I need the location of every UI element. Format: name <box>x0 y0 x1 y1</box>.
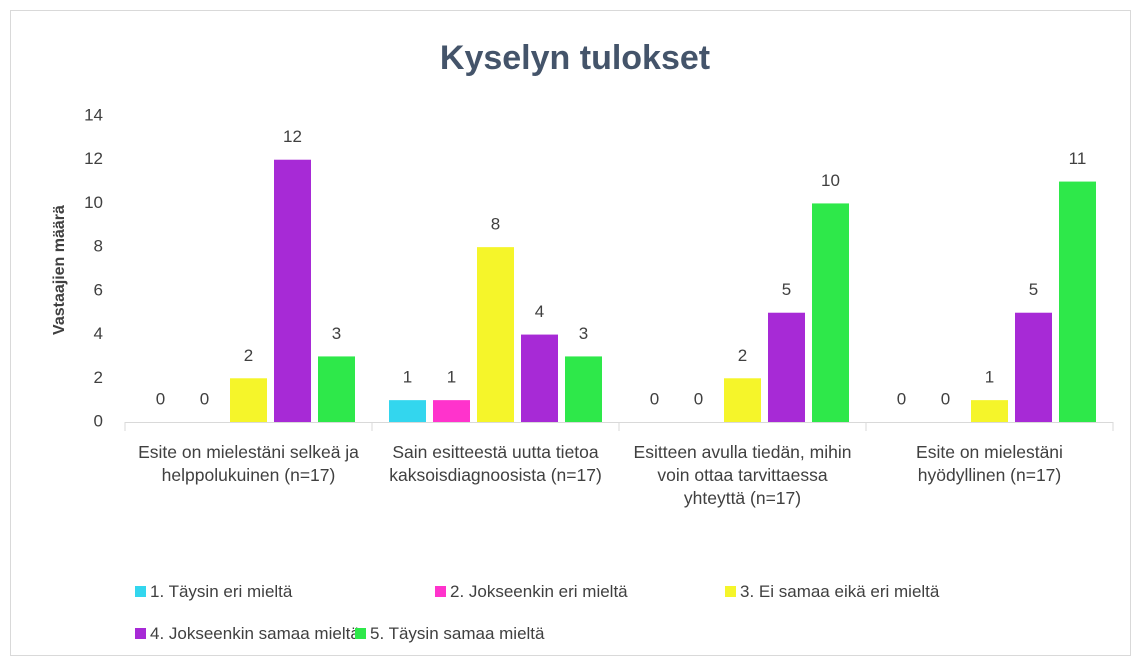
legend-item: 4. Jokseenkin samaa mieltä <box>135 624 360 644</box>
legend-label: 4. Jokseenkin samaa mieltä <box>150 624 360 643</box>
y-tick-label: 0 <box>94 411 103 430</box>
legend-item: 5. Täysin samaa mieltä <box>355 624 544 644</box>
legend-label: 5. Täysin samaa mieltä <box>370 624 545 643</box>
bar <box>318 356 355 422</box>
x-tick-label: Esite on mielestäni hyödyllinen (n=17) <box>916 442 1063 485</box>
data-label: 3 <box>579 324 588 343</box>
data-label: 2 <box>738 346 747 365</box>
legend-item: 1. Täysin eri mieltä <box>135 582 292 602</box>
data-label: 0 <box>941 389 950 408</box>
legend-swatch <box>135 586 146 597</box>
bar <box>1059 181 1096 422</box>
legend-label: 2. Jokseenkin eri mieltä <box>450 582 628 601</box>
data-label: 0 <box>650 389 659 408</box>
data-label: 11 <box>1069 149 1087 168</box>
data-label: 0 <box>156 389 165 408</box>
bar <box>724 378 761 422</box>
bar <box>565 356 602 422</box>
data-label: 1 <box>447 368 456 387</box>
bar <box>477 247 514 422</box>
legend-label: 3. Ei samaa eikä eri mieltä <box>740 582 940 601</box>
chart-border <box>10 10 1131 656</box>
legend-item: 2. Jokseenkin eri mieltä <box>435 582 628 602</box>
y-tick-label: 12 <box>84 149 103 168</box>
y-tick-label: 4 <box>94 324 103 343</box>
data-label: 8 <box>491 215 500 234</box>
bar <box>768 312 805 422</box>
data-label: 0 <box>200 389 209 408</box>
legend-item: 3. Ei samaa eikä eri mieltä <box>725 582 939 602</box>
y-tick-label: 14 <box>84 105 103 124</box>
data-label: 5 <box>782 280 791 299</box>
data-label: 2 <box>244 346 253 365</box>
y-tick-label: 6 <box>94 280 103 299</box>
x-tick-label: Sain esitteestä uutta tietoa kaksoisdiag… <box>389 442 602 485</box>
data-label: 12 <box>283 127 302 146</box>
bar <box>433 400 470 422</box>
legend-swatch <box>355 628 366 639</box>
data-label: 3 <box>332 324 341 343</box>
chart-title: Kyselyn tulokset <box>440 39 710 77</box>
x-tick-label: Esitteen avulla tiedän, mihin voin ottaa… <box>633 442 852 508</box>
data-label: 1 <box>985 368 994 387</box>
bar <box>812 203 849 422</box>
bar <box>971 400 1008 422</box>
bar <box>1015 312 1052 422</box>
y-axis-label: Vastaajien määrä <box>51 205 68 335</box>
y-tick-label: 10 <box>84 193 103 212</box>
legend-swatch <box>725 586 736 597</box>
y-tick-label: 2 <box>94 368 103 387</box>
data-label: 0 <box>694 389 703 408</box>
data-label: 0 <box>897 389 906 408</box>
data-label: 5 <box>1029 280 1038 299</box>
legend-label: 1. Täysin eri mieltä <box>150 582 293 601</box>
data-label: 4 <box>535 302 544 321</box>
data-label: 1 <box>403 368 412 387</box>
y-tick-label: 8 <box>94 237 103 256</box>
bar <box>274 159 311 422</box>
x-tick-label: Esite on mielestäni selkeä ja helppoluku… <box>138 442 359 485</box>
legend-swatch <box>435 586 446 597</box>
bar <box>389 400 426 422</box>
data-label: 10 <box>821 171 840 190</box>
bar <box>230 378 267 422</box>
bar <box>521 334 558 422</box>
legend-swatch <box>135 628 146 639</box>
